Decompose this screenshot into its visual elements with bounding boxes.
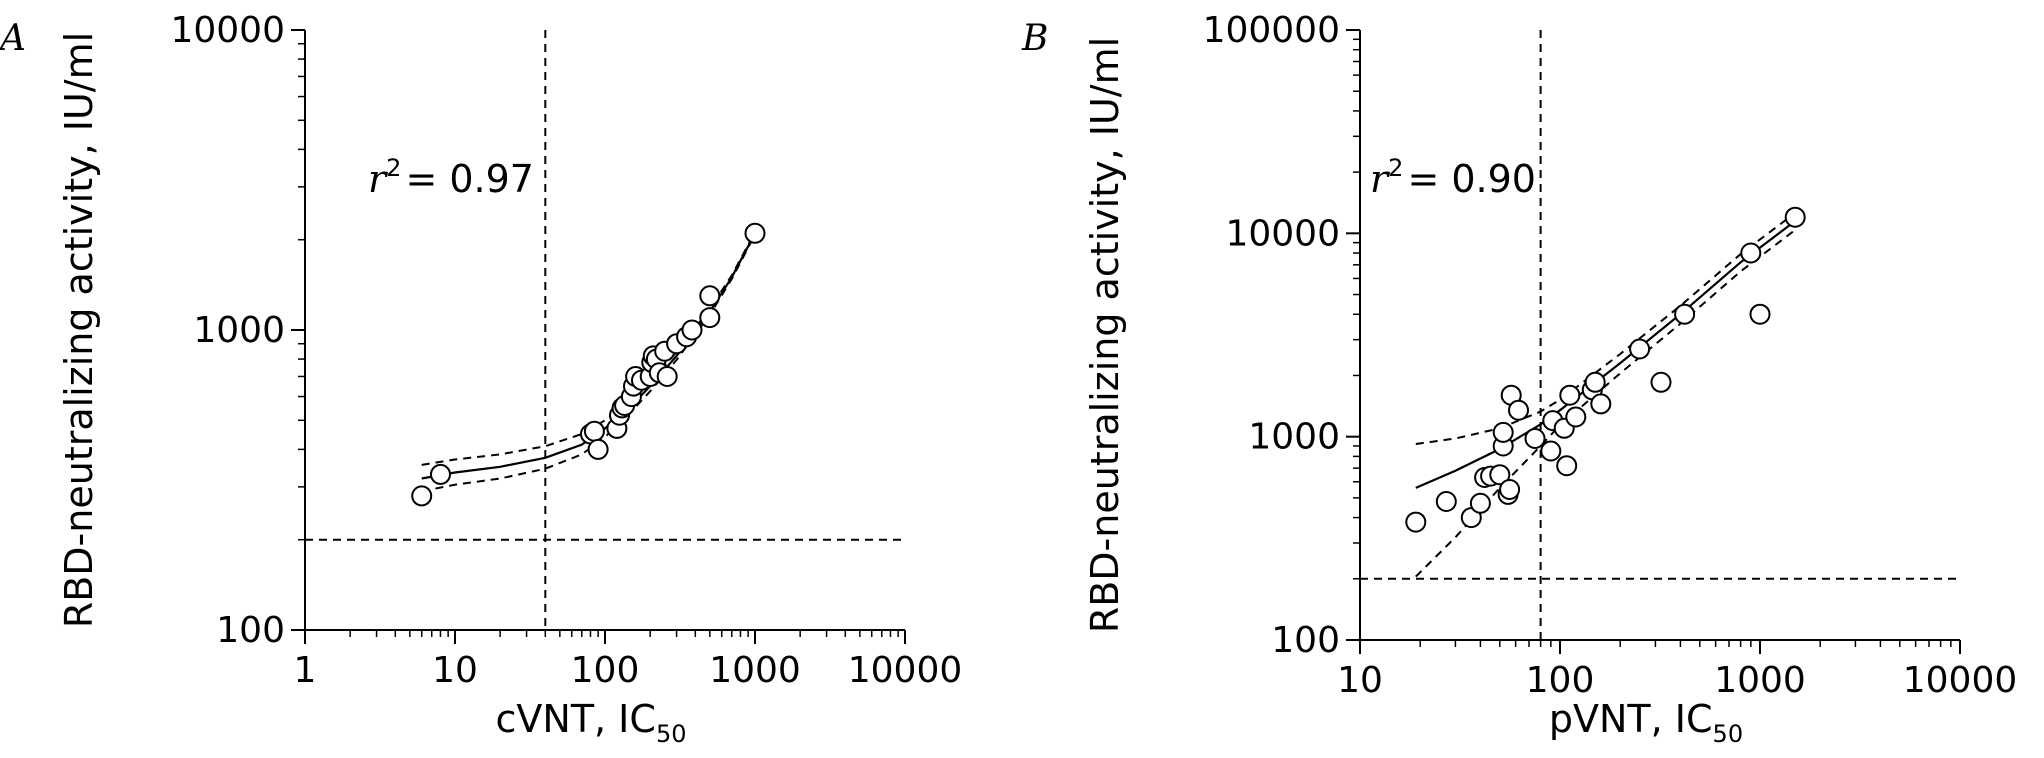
x-axis-label: pVNT, IC50	[1549, 697, 1743, 748]
r-superscript: 2	[386, 154, 401, 182]
data-point	[1489, 464, 1511, 486]
r-squared-annotation: r2 = 0.97	[368, 154, 534, 201]
y-tick-label: 100	[216, 610, 285, 651]
data-point	[1674, 303, 1696, 325]
fit-curve	[1415, 220, 1796, 489]
data-point	[1590, 393, 1612, 415]
y-axis-label: RBD-neutralizing activity, IU/ml	[57, 32, 101, 628]
chart-panel-a: 1 10 100 1000 10000 100 1000 10000 A RBD-neutrali…	[0, 10, 962, 748]
x-axis-label: cVNT, IC50	[496, 697, 687, 748]
data-point	[1650, 371, 1672, 393]
data-point	[1405, 511, 1427, 533]
x-axis-label-subscript: 50	[656, 720, 687, 748]
x-tick-label: 1000	[1714, 660, 1806, 701]
x-axis-label-text: pVNT, IC	[1549, 697, 1713, 741]
ci-upper-curve	[1415, 212, 1796, 445]
x-tick-label: 1000	[709, 650, 801, 691]
x-tick-label: 10	[432, 650, 478, 691]
y-tick-label: 100000	[1203, 10, 1340, 51]
data-point	[699, 307, 721, 329]
data-point	[1565, 406, 1587, 428]
r-symbol: r	[1370, 157, 1391, 201]
data-point	[1540, 440, 1562, 462]
data-point	[1508, 399, 1529, 421]
data-point	[1499, 479, 1521, 500]
data-point	[1740, 242, 1762, 264]
data-point	[744, 222, 766, 244]
r-squared-annotation: r2 = 0.90	[1370, 154, 1536, 201]
data-point	[583, 420, 605, 442]
r-value: = 0.90	[1407, 157, 1536, 201]
x-axis-label-subscript: 50	[1713, 720, 1744, 748]
y-tick-label: 1000	[193, 310, 285, 351]
data-point	[1469, 492, 1491, 514]
data-point	[656, 366, 678, 387]
x-tick-label: 1	[294, 650, 317, 691]
y-tick-label: 10000	[170, 10, 285, 51]
data-point	[587, 438, 609, 460]
data-point	[1584, 371, 1606, 393]
x-tick-label: 10000	[1903, 660, 2018, 701]
panel-label: B	[1021, 18, 1048, 59]
data-point	[411, 485, 433, 507]
data-point	[1749, 303, 1771, 325]
data-point	[699, 285, 721, 307]
x-tick-label: 10000	[848, 650, 963, 691]
panel-label: A	[0, 18, 26, 59]
y-tick-label: 10000	[1225, 213, 1340, 254]
x-axis-label-text: cVNT, IC	[496, 697, 656, 741]
data-point	[1524, 428, 1546, 449]
data-point	[1556, 455, 1578, 477]
data-point	[1784, 206, 1806, 228]
y-tick-label: 1000	[1248, 417, 1340, 458]
x-tick-label: 100	[571, 650, 640, 691]
data-point	[430, 463, 451, 485]
r-superscript: 2	[1388, 154, 1403, 182]
y-axis-label: RBD-neutralizing activity, IU/ml	[1083, 37, 1127, 633]
r-symbol: r	[368, 157, 389, 201]
data-point	[1559, 384, 1581, 406]
x-tick-label: 10	[1337, 660, 1383, 701]
data-point	[681, 319, 703, 341]
y-tick-label: 100	[1271, 620, 1340, 661]
data-point	[1435, 491, 1457, 512]
x-tick-label: 100	[1526, 660, 1595, 701]
data-point	[1492, 421, 1514, 443]
data-point	[1629, 338, 1651, 360]
r-value: = 0.97	[405, 157, 534, 201]
